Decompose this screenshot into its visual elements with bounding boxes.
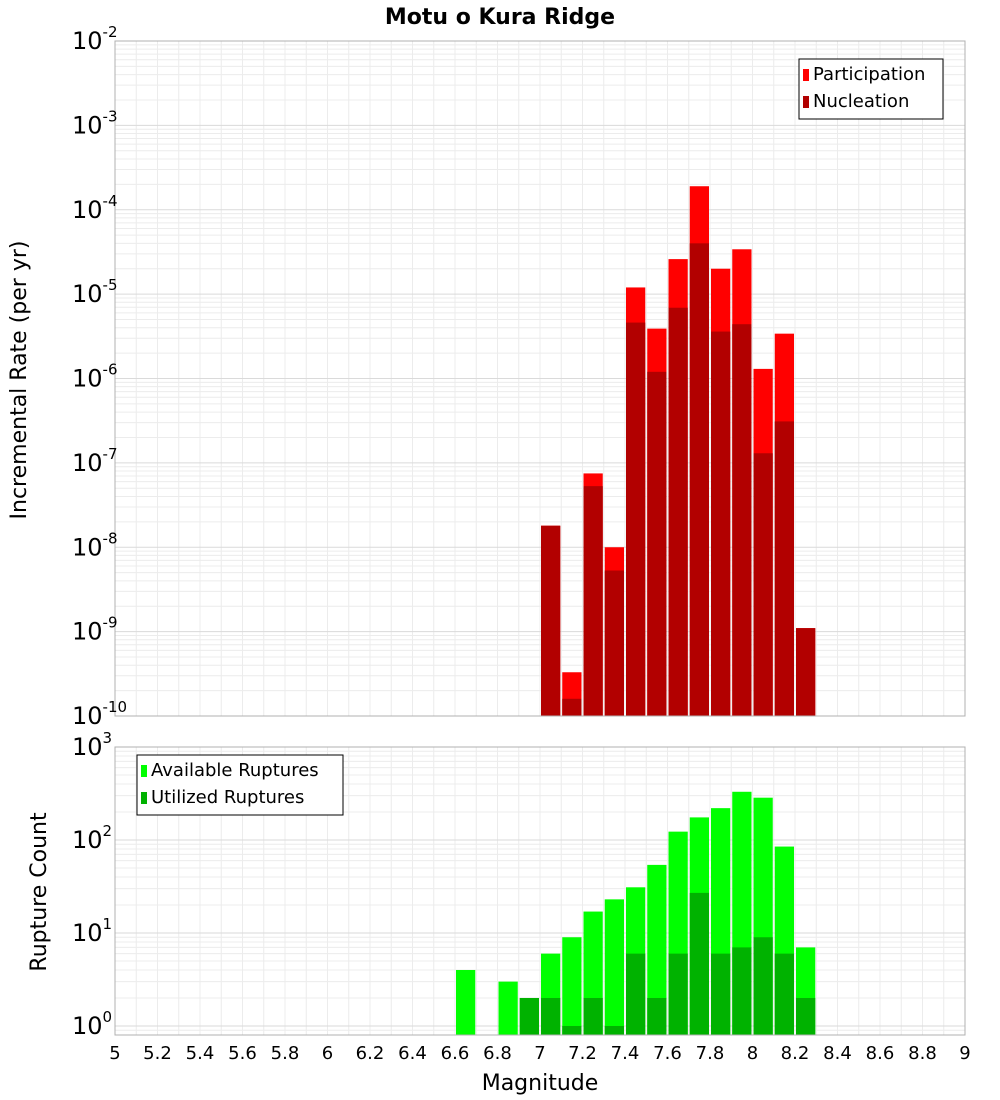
y-tick-label: 10-3 <box>72 107 118 139</box>
bar-utilized-ruptures <box>562 1025 582 1035</box>
x-tick-label: 5 <box>109 1043 120 1064</box>
x-tick-label: 8.8 <box>908 1043 937 1064</box>
top-y-axis-label: Incremental Rate (per yr) <box>7 241 32 520</box>
legend-swatch <box>141 765 147 777</box>
x-tick-label: 6.2 <box>356 1043 385 1064</box>
x-tick-label: 6.6 <box>441 1043 470 1064</box>
x-tick-label: 7.6 <box>653 1043 682 1064</box>
bar-available-ruptures <box>498 981 518 1035</box>
x-axis-label: Magnitude <box>482 1071 599 1096</box>
bar-nucleation <box>583 486 603 716</box>
x-tick-label: 5.6 <box>228 1043 257 1064</box>
y-tick-label: 10-5 <box>72 276 118 308</box>
y-tick-label: 10-6 <box>72 361 118 393</box>
legend-entry: Participation <box>813 64 925 85</box>
y-tick-label: 102 <box>72 822 112 854</box>
legend-entry: Utilized Ruptures <box>151 787 304 808</box>
y-tick-label: 10-4 <box>72 192 118 224</box>
bottom-legend: Available Ruptures Utilized Ruptures <box>136 754 344 816</box>
bar-utilized-ruptures <box>774 953 794 1035</box>
legend-entry: Available Ruptures <box>151 760 319 781</box>
bar-utilized-ruptures <box>519 997 539 1035</box>
legend-box <box>798 58 944 120</box>
x-tick-label: 5.2 <box>143 1043 172 1064</box>
x-tick-label: 6 <box>322 1043 333 1064</box>
x-tick-label: 7.2 <box>568 1043 597 1064</box>
bar-available-ruptures <box>647 864 667 1035</box>
bar-utilized-ruptures <box>541 997 561 1035</box>
y-tick-label: 10-7 <box>72 445 118 477</box>
x-tick-label: 9 <box>959 1043 970 1064</box>
bar-nucleation <box>753 453 773 716</box>
bar-nucleation <box>541 525 561 716</box>
y-tick-label: 101 <box>72 915 112 947</box>
bar-utilized-ruptures <box>711 953 731 1035</box>
bar-nucleation <box>604 570 624 716</box>
bar-nucleation <box>668 307 688 716</box>
x-tick-label: 7.4 <box>611 1043 640 1064</box>
bar-utilized-ruptures <box>626 953 646 1035</box>
bar-available-ruptures <box>456 969 476 1035</box>
bar-nucleation <box>774 421 794 716</box>
x-tick-label: 5.4 <box>186 1043 215 1064</box>
bar-available-ruptures <box>562 937 582 1035</box>
x-tick-label: 8.2 <box>781 1043 810 1064</box>
top-legend: Participation Nucleation <box>798 58 944 120</box>
y-tick-label: 100 <box>72 1008 112 1040</box>
chart-title: Motu o Kura Ridge <box>385 5 615 30</box>
bar-utilized-ruptures <box>583 997 603 1035</box>
x-tick-labels: 5 5.2 5.4 5.6 5.8 6 6.2 6.4 6.6 6.8 7 7.2 7.4 7.6 7.8 8… <box>109 1043 970 1064</box>
bar-nucleation <box>647 371 667 716</box>
x-tick-label: 8.6 <box>866 1043 895 1064</box>
legend-swatch <box>141 792 147 804</box>
bottom-plot-area: 100 101 102 103 Available Ruptures Utilized R… <box>72 729 966 1040</box>
x-tick-label: 8 <box>747 1043 758 1064</box>
bar-nucleation <box>732 324 752 716</box>
x-tick-label: 7.8 <box>696 1043 725 1064</box>
y-tick-label: 10-10 <box>72 698 127 730</box>
bottom-plot-border <box>114 746 966 1036</box>
y-tick-label: 103 <box>72 729 112 761</box>
bar-utilized-ruptures <box>604 1025 624 1035</box>
legend-swatch <box>803 69 809 81</box>
bar-nucleation <box>711 331 731 716</box>
x-tick-label: 6.8 <box>483 1043 512 1064</box>
legend-entry: Nucleation <box>813 91 909 112</box>
x-tick-label: 5.8 <box>271 1043 300 1064</box>
y-tick-label: 10-8 <box>72 529 118 561</box>
bar-utilized-ruptures <box>647 997 667 1035</box>
bar-nucleation <box>626 322 646 716</box>
bar-utilized-ruptures <box>753 937 773 1035</box>
bar-available-ruptures <box>604 899 624 1035</box>
top-plot-border <box>114 40 966 717</box>
bar-nucleation <box>689 243 709 717</box>
bar-utilized-ruptures <box>796 997 816 1035</box>
x-tick-label: 8.4 <box>823 1043 852 1064</box>
legend-box <box>136 754 344 816</box>
y-tick-label: 10-2 <box>72 23 118 55</box>
y-tick-label: 10-9 <box>72 614 118 646</box>
x-tick-label: 6.4 <box>398 1043 427 1064</box>
bottom-y-axis-label: Rupture Count <box>27 812 52 972</box>
bar-nucleation <box>796 628 816 716</box>
bar-nucleation <box>562 698 582 716</box>
bar-utilized-ruptures <box>668 953 688 1035</box>
bar-utilized-ruptures <box>689 892 709 1035</box>
top-plot-area: 10-10 10-9 10-8 10-7 10-6 10-5 10-4 10-3 10-2 Par… <box>72 23 966 730</box>
x-tick-label: 7 <box>534 1043 545 1064</box>
bar-utilized-ruptures <box>732 947 752 1035</box>
legend-swatch <box>803 96 809 108</box>
